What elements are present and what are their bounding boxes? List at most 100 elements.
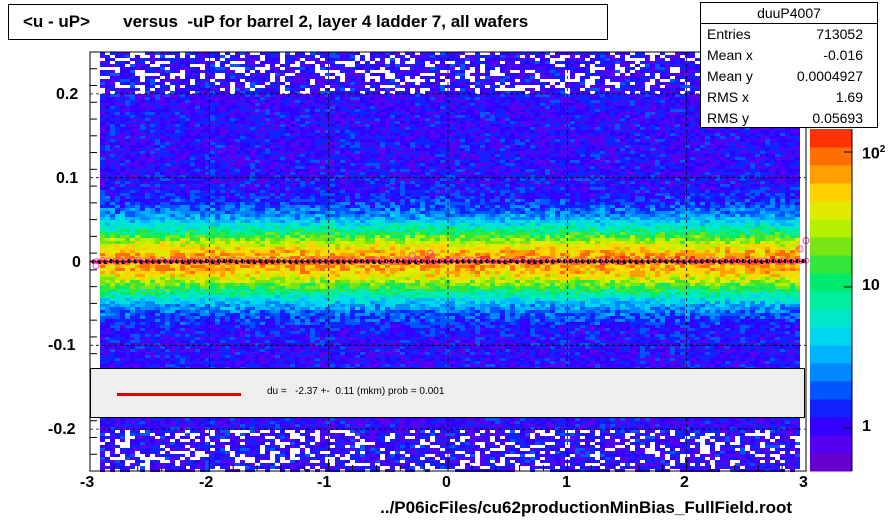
heatmap-cell: [390, 97, 395, 100]
heatmap-cell: [175, 109, 180, 112]
heatmap-cell: [580, 76, 585, 79]
heatmap-cell: [105, 130, 110, 133]
heatmap-cell: [420, 97, 425, 100]
heatmap-cell: [645, 139, 650, 142]
heatmap-cell: [560, 106, 565, 109]
heatmap-cell: [620, 166, 625, 169]
heatmap-cell: [720, 163, 725, 166]
heatmap-cell: [580, 139, 585, 142]
heatmap-cell: [640, 151, 645, 154]
heatmap-cell: [230, 106, 235, 109]
heatmap-cell: [615, 121, 620, 124]
heatmap-cell: [515, 100, 520, 103]
heatmap-cell: [445, 160, 450, 163]
heatmap-cell: [750, 157, 755, 160]
heatmap-cell: [655, 151, 660, 154]
heatmap-cell: [635, 130, 640, 133]
heatmap-cell: [380, 97, 385, 100]
heatmap-cell: [430, 118, 435, 121]
heatmap-cell: [640, 73, 645, 76]
heatmap-cell: [530, 151, 535, 154]
heatmap-cell: [485, 58, 490, 61]
heatmap-cell: [695, 148, 700, 151]
heatmap-cell: [305, 160, 310, 163]
heatmap-cell: [125, 157, 130, 160]
heatmap-cell: [690, 88, 695, 91]
heatmap-cell: [435, 94, 440, 97]
heatmap-cell: [135, 115, 140, 118]
heatmap-cell: [295, 145, 300, 148]
heatmap-cell: [520, 76, 525, 79]
heatmap-cell: [160, 157, 165, 160]
heatmap-cell: [540, 163, 545, 166]
heatmap-cell: [480, 154, 485, 157]
heatmap-cell: [575, 139, 580, 142]
heatmap-cell: [520, 103, 525, 106]
heatmap-cell: [725, 142, 730, 145]
heatmap-cell: [650, 127, 655, 130]
heatmap-cell: [345, 70, 350, 73]
heatmap-cell: [630, 88, 635, 91]
heatmap-cell: [325, 112, 330, 115]
heatmap-cell: [505, 157, 510, 160]
heatmap-cell: [625, 148, 630, 151]
heatmap-cell: [585, 121, 590, 124]
heatmap-cell: [340, 106, 345, 109]
heatmap-cell: [260, 133, 265, 136]
heatmap-cell: [485, 154, 490, 157]
heatmap-cell: [195, 160, 200, 163]
heatmap-cell: [430, 115, 435, 118]
heatmap-cell: [115, 133, 120, 136]
heatmap-cell: [645, 145, 650, 148]
heatmap-cell: [650, 106, 655, 109]
heatmap-cell: [320, 151, 325, 154]
heatmap-cell: [610, 124, 615, 127]
heatmap-cell: [310, 133, 315, 136]
heatmap-cell: [620, 103, 625, 106]
heatmap-cell: [525, 112, 530, 115]
heatmap-cell: [295, 151, 300, 154]
heatmap-cell: [670, 124, 675, 127]
heatmap-cell: [265, 163, 270, 166]
heatmap-cell: [255, 118, 260, 121]
heatmap-cell: [605, 64, 610, 67]
heatmap-cell: [235, 169, 240, 172]
heatmap-cell: [605, 121, 610, 124]
heatmap-cell: [665, 136, 670, 139]
heatmap-cell: [425, 157, 430, 160]
heatmap-cell: [425, 58, 430, 61]
heatmap-cell: [605, 100, 610, 103]
heatmap-cell: [620, 160, 625, 163]
heatmap-cell: [450, 64, 455, 67]
heatmap-cell: [470, 103, 475, 106]
heatmap-cell: [470, 106, 475, 109]
heatmap-cell: [465, 64, 470, 67]
heatmap-cell: [435, 112, 440, 115]
heatmap-cell: [525, 64, 530, 67]
heatmap-cell: [290, 151, 295, 154]
heatmap-cell: [375, 100, 380, 103]
heatmap-cell: [520, 130, 525, 133]
heatmap-cell: [425, 115, 430, 118]
heatmap-cell: [390, 70, 395, 73]
heatmap-cell: [425, 100, 430, 103]
heatmap-cell: [435, 109, 440, 112]
heatmap-cell: [470, 73, 475, 76]
heatmap-cell: [525, 148, 530, 151]
heatmap-cell: [600, 85, 605, 88]
heatmap-cell: [440, 133, 445, 136]
heatmap-cell: [615, 124, 620, 127]
heatmap-cell: [330, 121, 335, 124]
heatmap-cell: [100, 64, 105, 67]
heatmap-cell: [555, 100, 560, 103]
heatmap-cell: [570, 58, 575, 61]
heatmap-cell: [185, 151, 190, 154]
heatmap-cell: [305, 106, 310, 109]
heatmap-cell: [185, 166, 190, 169]
heatmap-cell: [770, 160, 775, 163]
heatmap-cell: [495, 115, 500, 118]
heatmap-cell: [490, 157, 495, 160]
heatmap-cell: [395, 157, 400, 160]
heatmap-cell: [410, 94, 415, 97]
heatmap-cell: [130, 127, 135, 130]
